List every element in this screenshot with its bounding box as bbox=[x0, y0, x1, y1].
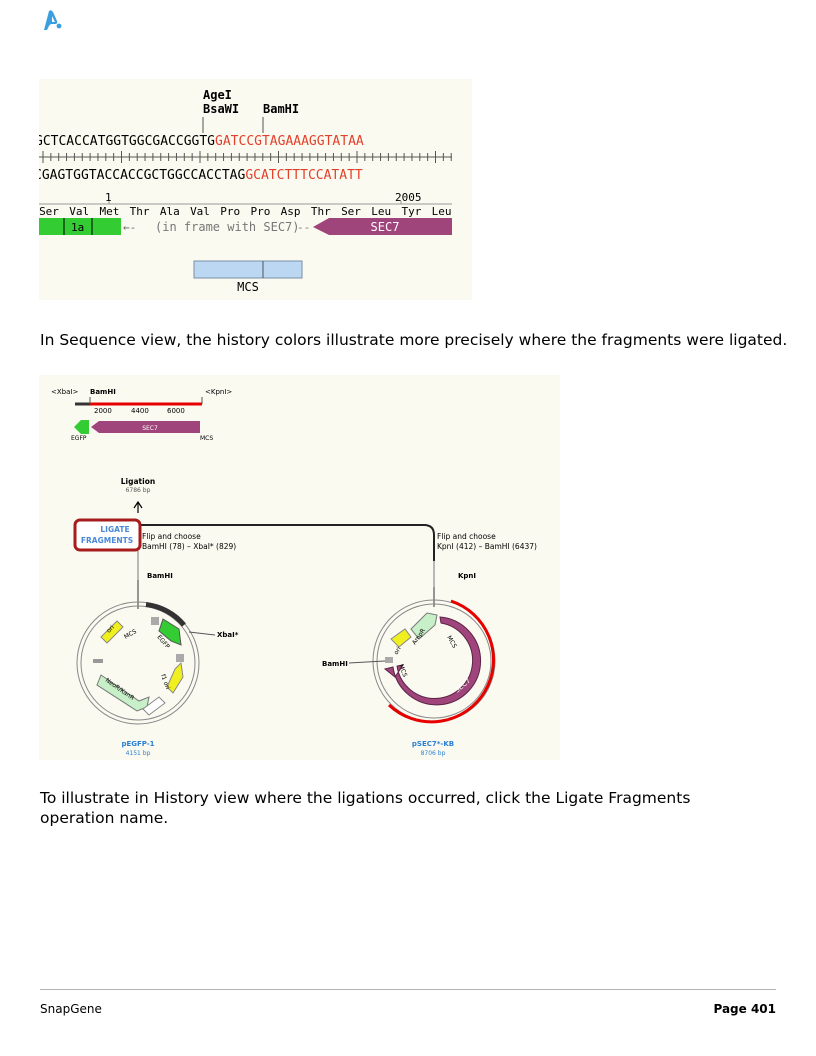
ligation-title: Ligation bbox=[121, 477, 155, 486]
plasmid2-mcs-marker bbox=[385, 657, 393, 663]
plasmid2-kpni-label: KpnI bbox=[458, 572, 476, 580]
footer-app-name: SnapGene bbox=[40, 1002, 102, 1016]
top-strand-sequence: GCTCACCATGGTGGCGACCGGTGGATCCGTAGAAAGGTAT… bbox=[39, 134, 364, 149]
feature-1a-label: 1a bbox=[71, 221, 84, 234]
bottom-strand-sequence: CGAGTGGTACCACCGCTGGCCACCTAGGCATCTTTCCATA… bbox=[39, 168, 363, 183]
footer-page-number: Page 401 bbox=[713, 1002, 776, 1016]
amino-acid-label: Val bbox=[69, 205, 89, 218]
plasmid2-ori-label: ori bbox=[393, 645, 403, 656]
plasmid1-small-marker bbox=[93, 659, 103, 663]
frame-note: (in frame with SEC7) bbox=[155, 220, 300, 234]
ligate-highlight-box bbox=[73, 518, 142, 552]
enzyme-bsawi-label: BsaWI bbox=[203, 102, 239, 116]
amino-acid-label: Met bbox=[99, 205, 119, 218]
plasmid1-inner-ring bbox=[80, 605, 196, 721]
plasmid1-egfp-feature bbox=[158, 618, 182, 646]
map-xbai-label: <XbaI> bbox=[51, 388, 78, 396]
amino-acid-label: Leu bbox=[432, 205, 452, 218]
dash-glyph: -- bbox=[297, 221, 310, 234]
right-flip-text: Flip and choose bbox=[437, 532, 496, 541]
plasmid2-bamhi-label: BamHI bbox=[322, 660, 348, 668]
plasmid2-mcs-label-left: MCS bbox=[397, 663, 408, 678]
position-2005-label: 2005 bbox=[395, 191, 422, 204]
ligation-arrow-icon bbox=[133, 500, 143, 509]
map-egfp-label: EGFP bbox=[71, 435, 87, 442]
plasmid-pegfp-1-map[interactable]: BamHI XbaI* ori MCS EGFP f1 ori NeoR/Kan… bbox=[76, 572, 239, 757]
right-choice-text: KpnI (412) – BamHI (6437) bbox=[437, 542, 537, 551]
plasmid1-size: 4151 bp bbox=[126, 750, 151, 757]
left-arrow-glyph: ←- bbox=[123, 221, 136, 234]
plasmid1-f1ori-feature bbox=[166, 661, 184, 694]
sec7-feature-arrow bbox=[313, 218, 452, 235]
plasmid1-f1ori-label: f1 ori bbox=[159, 673, 171, 690]
amino-acid-label: Thr bbox=[130, 205, 150, 218]
map-tick-6000: 6000 bbox=[167, 407, 185, 415]
plasmid1-mcs-marker bbox=[151, 617, 159, 625]
amino-acid-label: Pro bbox=[250, 205, 270, 218]
history-view-figure: <XbaI> BamHI <KpnI> 2000 4400 6000 SEC7 … bbox=[39, 375, 560, 760]
paragraph-sequence-view: In Sequence view, the history colors ill… bbox=[40, 331, 788, 349]
sequence-view-figure: AgeI BsaWI BamHI GCTCACCATGGTGGCGACCGGTG… bbox=[39, 79, 472, 300]
plasmid2-size: 8706 bp bbox=[421, 750, 446, 757]
plasmid1-xbai-label: XbaI* bbox=[217, 631, 239, 639]
left-flip-text: Flip and choose bbox=[142, 532, 201, 541]
map-kpni-label: <KpnI> bbox=[205, 388, 232, 396]
amino-acid-label: Tyr bbox=[401, 205, 421, 218]
map-tick-2000: 2000 bbox=[94, 407, 112, 415]
mcs-label: MCS bbox=[237, 280, 259, 294]
amino-acid-label: Val bbox=[190, 205, 210, 218]
plasmid2-name: pSEC7*-KB bbox=[412, 740, 454, 748]
plasmid2-ori-feature bbox=[390, 628, 412, 648]
map-tick-4400: 4400 bbox=[131, 407, 149, 415]
plasmid2-ampr-feature bbox=[410, 612, 438, 640]
amino-acid-label: Ser bbox=[39, 205, 59, 218]
enzyme-bamhi-label: BamHI bbox=[263, 102, 299, 116]
ligate-fragments-operation[interactable]: LIGATE FRAGMENTS bbox=[73, 518, 142, 552]
egfp-feature-bar bbox=[39, 218, 121, 235]
amino-acid-label: Leu bbox=[371, 205, 391, 218]
plasmid2-mcs-label-top: MCS bbox=[445, 635, 458, 650]
plasmid1-white-feature bbox=[142, 696, 166, 716]
amino-acid-label: Asp bbox=[281, 205, 301, 218]
amino-acid-label: Pro bbox=[220, 205, 240, 218]
ligation-size: 6786 bp bbox=[126, 487, 151, 494]
snapgene-logo-icon bbox=[40, 8, 64, 32]
enzyme-agei-label: AgeI bbox=[203, 88, 232, 102]
plasmid-psec7-kb-map[interactable]: KpnI SEC7 MCS MCS ori AmpR BamHI pSEC7*-… bbox=[322, 572, 496, 757]
ligation-bracket bbox=[137, 524, 435, 561]
fragments-label: FRAGMENTS bbox=[81, 536, 133, 545]
map-bamhi-label: BamHI bbox=[90, 388, 116, 396]
amino-acid-label: Ser bbox=[341, 205, 361, 218]
plasmid1-mcs-label: MCS bbox=[123, 628, 138, 641]
plasmid2-red-arc bbox=[387, 599, 495, 724]
plasmid2-sec7-feature bbox=[383, 616, 482, 706]
paragraph-history-view: To illustrate in History view where the … bbox=[40, 789, 691, 827]
mcs-feature-box bbox=[193, 260, 303, 279]
plasmid1-ori-label: ori bbox=[105, 624, 116, 635]
plasmid1-ori-feature bbox=[100, 620, 124, 644]
plasmid1-black-arc bbox=[145, 602, 186, 627]
map-mcs-label: MCS bbox=[200, 435, 213, 442]
plasmid1-bamhi-label: BamHI bbox=[147, 572, 173, 580]
footer-divider bbox=[40, 989, 776, 990]
position-1-label: 1 bbox=[105, 191, 112, 204]
sequence-ruler bbox=[39, 151, 452, 163]
sec7-label: SEC7 bbox=[371, 220, 400, 234]
plasmid1-outer-ring bbox=[76, 601, 200, 725]
map-egfp-arrow bbox=[74, 420, 89, 434]
plasmid1-square-marker bbox=[176, 654, 184, 662]
left-choice-text: BamHI (78) – XbaI* (829) bbox=[142, 542, 236, 551]
plasmid1-name: pEGFP-1 bbox=[121, 740, 154, 748]
amino-acid-label: Thr bbox=[311, 205, 331, 218]
map-sec7-arrow bbox=[91, 421, 200, 433]
map-sec7-label: SEC7 bbox=[142, 425, 158, 432]
amino-acid-label: Ala bbox=[160, 205, 180, 218]
ligate-label: LIGATE bbox=[100, 525, 129, 534]
